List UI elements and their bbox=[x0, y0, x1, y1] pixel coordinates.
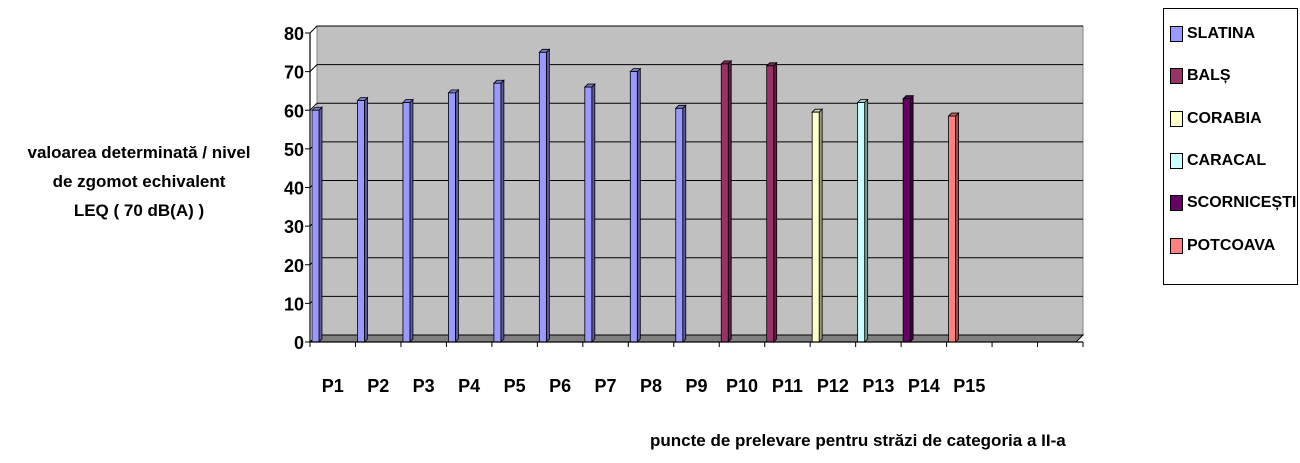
x-tick-label: P8 bbox=[640, 376, 662, 396]
legend-swatch bbox=[1170, 111, 1183, 127]
bar-front bbox=[494, 83, 501, 342]
bar-side bbox=[501, 80, 504, 342]
y-tick-labels: 0 10 20 30 40 50 60 70 80 bbox=[284, 24, 304, 353]
bar-side bbox=[956, 113, 959, 342]
y-tick-label: 40 bbox=[284, 179, 304, 199]
bar bbox=[448, 90, 458, 342]
bar-side bbox=[637, 69, 640, 342]
bar bbox=[312, 107, 322, 342]
bar-front bbox=[903, 99, 910, 342]
bar-front bbox=[721, 64, 728, 342]
legend-item: SCORNICEȘTI bbox=[1170, 192, 1296, 214]
bar bbox=[767, 63, 777, 342]
bar bbox=[494, 80, 504, 342]
y-tick-label: 50 bbox=[284, 140, 304, 160]
x-tick-label: P11 bbox=[772, 376, 803, 396]
legend: SLATINA BALȘ CORABIA CARACAL SCORNICEȘTI POTC… bbox=[1163, 8, 1298, 285]
y-tick-label: 80 bbox=[284, 24, 304, 44]
gridline bbox=[310, 26, 317, 33]
x-tick-label: P4 bbox=[458, 376, 480, 396]
bar bbox=[903, 96, 913, 342]
x-tick-label: P12 bbox=[817, 376, 849, 396]
bar-side bbox=[774, 63, 777, 342]
bar-front bbox=[812, 112, 819, 342]
bar-side bbox=[410, 100, 413, 342]
bar-side bbox=[910, 96, 913, 342]
y-tick-label: 30 bbox=[284, 217, 304, 237]
legend-item: SLATINA bbox=[1170, 23, 1255, 45]
bar-front bbox=[539, 52, 546, 342]
x-tick-label: P10 bbox=[726, 376, 758, 396]
bar-front bbox=[448, 93, 455, 342]
bar-side bbox=[546, 49, 549, 342]
legend-item: CORABIA bbox=[1170, 108, 1262, 130]
legend-swatch bbox=[1170, 68, 1183, 84]
legend-item: POTCOAVA bbox=[1170, 235, 1275, 257]
x-tick-label: P6 bbox=[549, 376, 571, 396]
bar-front bbox=[858, 103, 865, 342]
x-tick-label: P14 bbox=[908, 376, 940, 396]
bar-side bbox=[455, 90, 458, 342]
legend-item: CARACAL bbox=[1170, 150, 1266, 172]
y-tick-label: 20 bbox=[284, 256, 304, 276]
legend-label: SLATINA bbox=[1187, 25, 1255, 43]
gridline bbox=[310, 65, 317, 72]
bar-side bbox=[728, 61, 731, 342]
bar-side bbox=[819, 109, 822, 342]
bar bbox=[539, 49, 549, 342]
legend-swatch bbox=[1170, 195, 1183, 211]
bar bbox=[858, 100, 868, 342]
bar-front bbox=[357, 101, 364, 342]
legend-swatch bbox=[1170, 153, 1183, 169]
y-axis-label: valoarea determinată / nivel de zgomot e… bbox=[0, 138, 278, 225]
legend-label: POTCOAVA bbox=[1187, 237, 1275, 255]
x-tick-label: P13 bbox=[862, 376, 894, 396]
x-tick-label: P3 bbox=[413, 376, 435, 396]
bar-front bbox=[630, 72, 637, 342]
x-tick-label: P5 bbox=[504, 376, 526, 396]
bar-front bbox=[676, 108, 683, 342]
bar-side bbox=[865, 100, 868, 342]
legend-label: CORABIA bbox=[1187, 110, 1262, 128]
bar bbox=[630, 69, 640, 342]
x-tick-label: P15 bbox=[953, 376, 985, 396]
x-tick-label: P2 bbox=[367, 376, 389, 396]
bar-side bbox=[319, 107, 322, 342]
legend-label: CARACAL bbox=[1187, 152, 1266, 170]
bar-side bbox=[364, 98, 367, 342]
y-tick-label: 0 bbox=[294, 333, 304, 353]
y-tick-label: 70 bbox=[284, 63, 304, 83]
y-tick-label: 10 bbox=[284, 294, 304, 314]
plot-floor bbox=[310, 335, 1083, 342]
bar bbox=[721, 61, 731, 342]
legend-swatch bbox=[1170, 238, 1183, 254]
bar bbox=[676, 105, 686, 342]
x-tick-labels: P1 P2 P3 P4 P5 P6 P7 P8 P9 P10 P11 P12 P13 P14 P15 bbox=[322, 376, 986, 396]
bar-front bbox=[767, 66, 774, 342]
bar-front bbox=[585, 87, 592, 342]
bar-front bbox=[403, 103, 410, 342]
bar-side bbox=[592, 84, 595, 342]
bar bbox=[585, 84, 595, 342]
x-axis-label: puncte de prelevare pentru străzi de cat… bbox=[650, 431, 1250, 451]
bar bbox=[949, 113, 959, 342]
legend-swatch bbox=[1170, 26, 1183, 42]
legend-label: SCORNICEȘTI bbox=[1187, 194, 1296, 212]
bar bbox=[403, 100, 413, 342]
legend-item: BALȘ bbox=[1170, 65, 1231, 87]
legend-label: BALȘ bbox=[1187, 67, 1231, 85]
x-tick-label: P1 bbox=[322, 376, 344, 396]
bar-side bbox=[683, 105, 686, 342]
bar-front bbox=[949, 116, 956, 342]
y-tick-label: 60 bbox=[284, 101, 304, 121]
x-tick-label: P7 bbox=[595, 376, 617, 396]
x-tick-label: P9 bbox=[685, 376, 707, 396]
bar bbox=[357, 98, 367, 342]
bar bbox=[812, 109, 822, 342]
bar-front bbox=[312, 110, 319, 342]
